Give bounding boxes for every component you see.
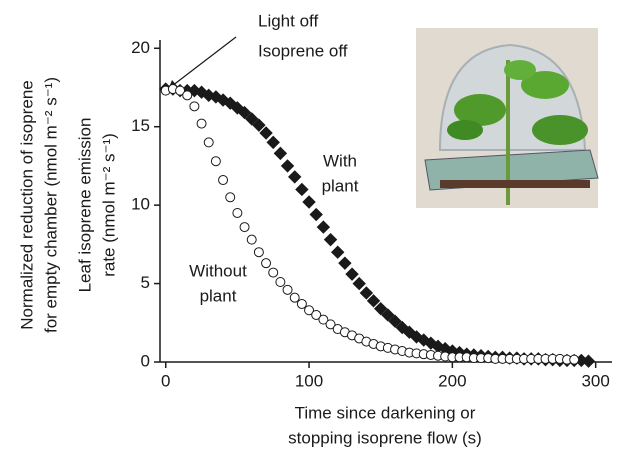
y-axis-label: Leaf isoprene emission	[75, 118, 94, 293]
data-point	[197, 119, 206, 128]
data-point	[346, 268, 358, 280]
y-axis-label: Normalized reduction of isoprene	[17, 80, 36, 329]
data-point	[276, 278, 285, 287]
data-point	[283, 285, 292, 294]
x-tick-label: 200	[438, 371, 466, 390]
annotation: Isoprene off	[258, 41, 348, 60]
data-point	[247, 235, 256, 244]
x-tick-label: 100	[295, 371, 323, 390]
data-point	[325, 234, 337, 246]
data-point	[267, 136, 279, 148]
data-point	[211, 157, 220, 166]
data-point	[303, 196, 315, 208]
data-point	[233, 208, 242, 217]
data-point	[297, 299, 306, 308]
data-point	[254, 248, 263, 257]
y-tick-label: 0	[141, 351, 150, 370]
data-point	[269, 268, 278, 277]
data-point	[289, 171, 301, 183]
data-point	[332, 246, 344, 258]
data-point	[317, 221, 329, 233]
y-tick-label: 15	[131, 116, 150, 135]
data-point	[240, 223, 249, 232]
data-point	[339, 257, 351, 269]
x-tick-label: 0	[161, 371, 170, 390]
chart: Light off Isoprene off With plant Withou…	[0, 0, 624, 454]
data-point	[296, 183, 308, 195]
data-point	[290, 293, 299, 302]
x-axis-label: Time since darkening or	[295, 403, 476, 422]
x-axis-label: stopping isoprene flow (s)	[288, 428, 482, 447]
data-point	[183, 91, 192, 100]
y-tick-label: 20	[131, 38, 150, 57]
series-label: plant	[322, 176, 359, 195]
photo	[416, 28, 598, 208]
data-point	[274, 147, 286, 159]
data-point	[219, 176, 228, 185]
annotation-arrow	[172, 37, 236, 86]
annotation: Light off	[258, 11, 318, 30]
x-tick-label: 300	[581, 371, 609, 390]
data-point	[262, 259, 271, 268]
y-axis-label: rate (nmol m⁻² s⁻¹)	[99, 133, 118, 277]
data-point	[310, 209, 322, 221]
data-point	[204, 138, 213, 147]
series-label: Without	[189, 261, 247, 280]
data-point	[353, 278, 365, 290]
y-tick-label: 10	[131, 195, 150, 214]
data-point	[570, 355, 579, 364]
series-label: With	[323, 151, 357, 170]
data-point	[226, 193, 235, 202]
y-tick-label: 5	[141, 273, 150, 292]
data-point	[190, 102, 199, 111]
series-label: plant	[200, 286, 237, 305]
data-point	[282, 160, 294, 172]
y-axis-label: for empty chamber (nmol m⁻² s⁻¹)	[41, 77, 60, 333]
